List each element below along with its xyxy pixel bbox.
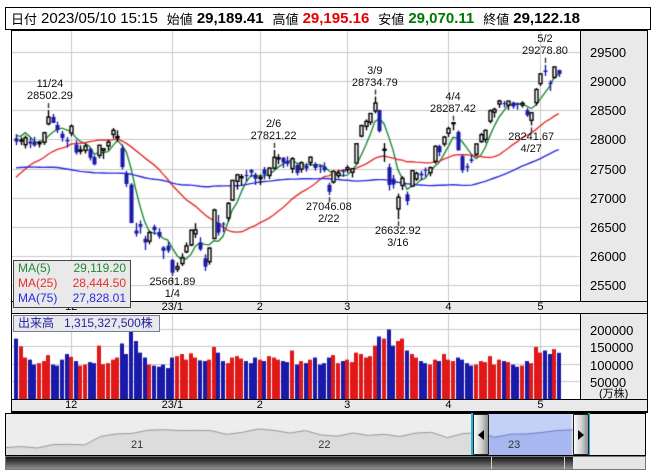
navigator-sparkline-canvas <box>6 414 645 455</box>
price-pane: 11/24 28502.29 25661.89 1/4 2/6 27821.22 27046… <box>12 31 581 308</box>
price-axis: 29500 29000 28500 28000 27500 27000 26500 26000… <box>581 31 647 301</box>
month-label-2: 2 <box>256 399 263 411</box>
selection-end-marker <box>587 413 590 455</box>
ma25-row: MA(25) 28,444.50 <box>14 276 130 291</box>
ma5-row: MA(5) 29,119.20 <box>14 261 130 276</box>
volume-tick-label: 200000 <box>590 322 634 338</box>
month-label-12: 12 <box>65 399 78 411</box>
right-arrow-icon <box>577 429 584 440</box>
year-label-21: 21 <box>130 439 144 451</box>
month-label-23-1: 23/1 <box>161 399 184 411</box>
price-tick-label: 26500 <box>590 220 627 236</box>
volume-axis: 200000 150000 100000 50000 (万株) <box>581 314 647 400</box>
month-axis-bottom: 12 23/1 2 3 4 5 <box>12 399 647 412</box>
volume-tick-label: 100000 <box>590 357 634 373</box>
price-tick-label: 26000 <box>590 249 627 265</box>
low-label: 安値 <box>378 12 405 27</box>
scrollbar-divider <box>491 457 492 469</box>
open-label: 始値 <box>166 12 193 27</box>
month-label-4: 4 <box>445 399 452 411</box>
scroll-right-button[interactable] <box>572 414 589 455</box>
scrollbar-divider <box>564 457 565 469</box>
ma75-label: MA(75) <box>18 291 58 305</box>
month-label-5: 5 <box>537 301 544 313</box>
month-label-5: 5 <box>537 399 544 411</box>
annotation-11-24: 11/24 28502.29 <box>27 78 73 103</box>
price-tick-label: 28000 <box>590 132 627 148</box>
annotation-4-4: 4/4 28287.42 <box>430 90 476 115</box>
volume-pane: 出来高 1,315,327,500株 <box>12 314 581 399</box>
volume-tick-label: 150000 <box>590 340 634 356</box>
price-tick-label: 29000 <box>590 74 627 90</box>
annotation-2-22: 27046.08 2/22 <box>305 201 352 226</box>
high-label: 高値 <box>272 12 299 27</box>
month-label-2: 2 <box>256 301 263 313</box>
month-label-3: 3 <box>344 399 351 411</box>
candlestick-canvas <box>12 31 580 301</box>
volume-header: 出来高 1,315,327,500株 <box>13 315 160 332</box>
left-arrow-icon <box>478 429 485 440</box>
volume-value: 1,315,327,500株 <box>64 316 153 330</box>
ma5-label: MA(5) <box>18 261 51 275</box>
ohlc-header: 日付 2023/05/10 15:15 始値 29,189.41 高値 29,1… <box>5 7 651 30</box>
annotation-3-9: 3/9 28734.79 <box>351 64 398 89</box>
year-label-23: 23 <box>508 439 521 451</box>
price-tick-label: 28500 <box>590 103 627 119</box>
ma25-label: MA(25) <box>18 276 58 290</box>
ma75-value: 27,828.01 <box>72 291 126 305</box>
volume-tick-label: 50000 <box>590 375 627 391</box>
volume-unit-label: (万株) <box>599 388 629 400</box>
ma-legend: MA(5) 29,119.20 MA(25) 28,444.50 MA(75) … <box>13 260 131 308</box>
price-tick-label: 27000 <box>590 190 627 206</box>
annotation-2-6: 2/6 27821.22 <box>250 117 297 142</box>
year-label-22: 22 <box>318 439 331 451</box>
annotation-3-16: 26632.92 3/16 <box>374 225 421 250</box>
volume-label: 出来高 <box>18 316 55 330</box>
scroll-left-button[interactable] <box>473 414 490 455</box>
ma5-value: 29,119.20 <box>73 261 127 275</box>
price-tick-label: 29500 <box>590 44 627 60</box>
close-value: 29,122.18 <box>513 10 580 27</box>
navigator-selected-range[interactable] <box>488 414 571 455</box>
ma75-row: MA(75) 27,828.01 <box>14 291 130 306</box>
close-label: 終値 <box>483 12 510 27</box>
annotation-5-2: 5/2 29278.80 <box>522 32 568 57</box>
month-label-23-1: 23/1 <box>161 301 184 313</box>
month-label-3: 3 <box>344 301 351 313</box>
date-value: 2023/05/10 15:15 <box>41 10 158 27</box>
month-label-4: 4 <box>445 301 452 313</box>
price-tick-label: 25500 <box>590 278 627 294</box>
open-value: 29,189.41 <box>196 10 264 27</box>
low-value: 29,070.11 <box>408 10 475 27</box>
ma25-value: 28,444.50 <box>72 276 126 290</box>
date-label: 日付 <box>11 12 38 27</box>
selection-start-marker <box>471 413 474 455</box>
annotation-4-27: 28241.67 4/27 <box>508 131 555 156</box>
high-value: 29,195.16 <box>302 10 370 27</box>
annotation-1-4: 25661.89 1/4 <box>149 276 196 300</box>
horizontal-scrollbar[interactable] <box>5 456 646 470</box>
chart-frame: 11/24 28502.29 25661.89 1/4 2/6 27821.22 27046… <box>11 30 648 413</box>
scrollbar-thumb[interactable] <box>6 457 573 469</box>
range-navigator[interactable]: 21 22 23 <box>5 413 646 456</box>
price-tick-label: 27500 <box>590 161 627 177</box>
